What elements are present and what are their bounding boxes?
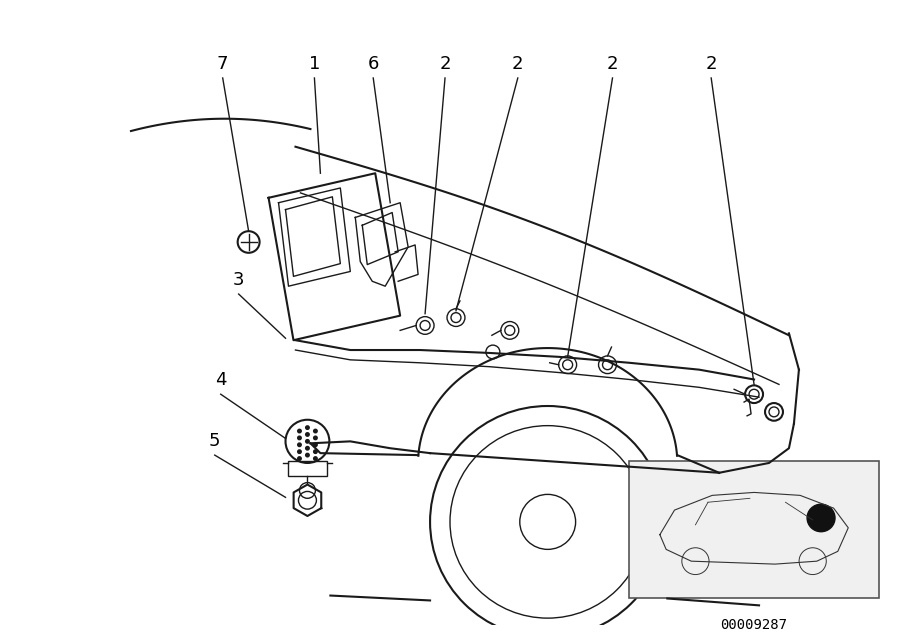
Bar: [287, 461, 328, 476]
Text: 2: 2: [607, 55, 618, 73]
Text: 2: 2: [512, 55, 524, 73]
Circle shape: [297, 436, 302, 441]
Circle shape: [305, 432, 310, 437]
Text: 7: 7: [217, 55, 229, 73]
Text: 3: 3: [233, 271, 245, 289]
Circle shape: [313, 456, 318, 461]
Circle shape: [807, 504, 835, 531]
Circle shape: [313, 443, 318, 447]
Text: 6: 6: [367, 55, 379, 73]
Text: 00009287: 00009287: [721, 618, 788, 632]
Circle shape: [305, 446, 310, 451]
Text: 2: 2: [706, 55, 717, 73]
Text: 5: 5: [209, 432, 220, 450]
Circle shape: [297, 456, 302, 461]
Circle shape: [313, 436, 318, 441]
Circle shape: [297, 429, 302, 434]
Text: 2: 2: [439, 55, 451, 73]
Circle shape: [297, 443, 302, 447]
Circle shape: [305, 425, 310, 430]
Circle shape: [313, 449, 318, 454]
Text: 4: 4: [215, 371, 227, 389]
Bar: [629, 461, 878, 598]
Circle shape: [305, 439, 310, 444]
Circle shape: [297, 449, 302, 454]
Circle shape: [313, 429, 318, 434]
Text: 1: 1: [309, 55, 320, 73]
Circle shape: [305, 453, 310, 458]
